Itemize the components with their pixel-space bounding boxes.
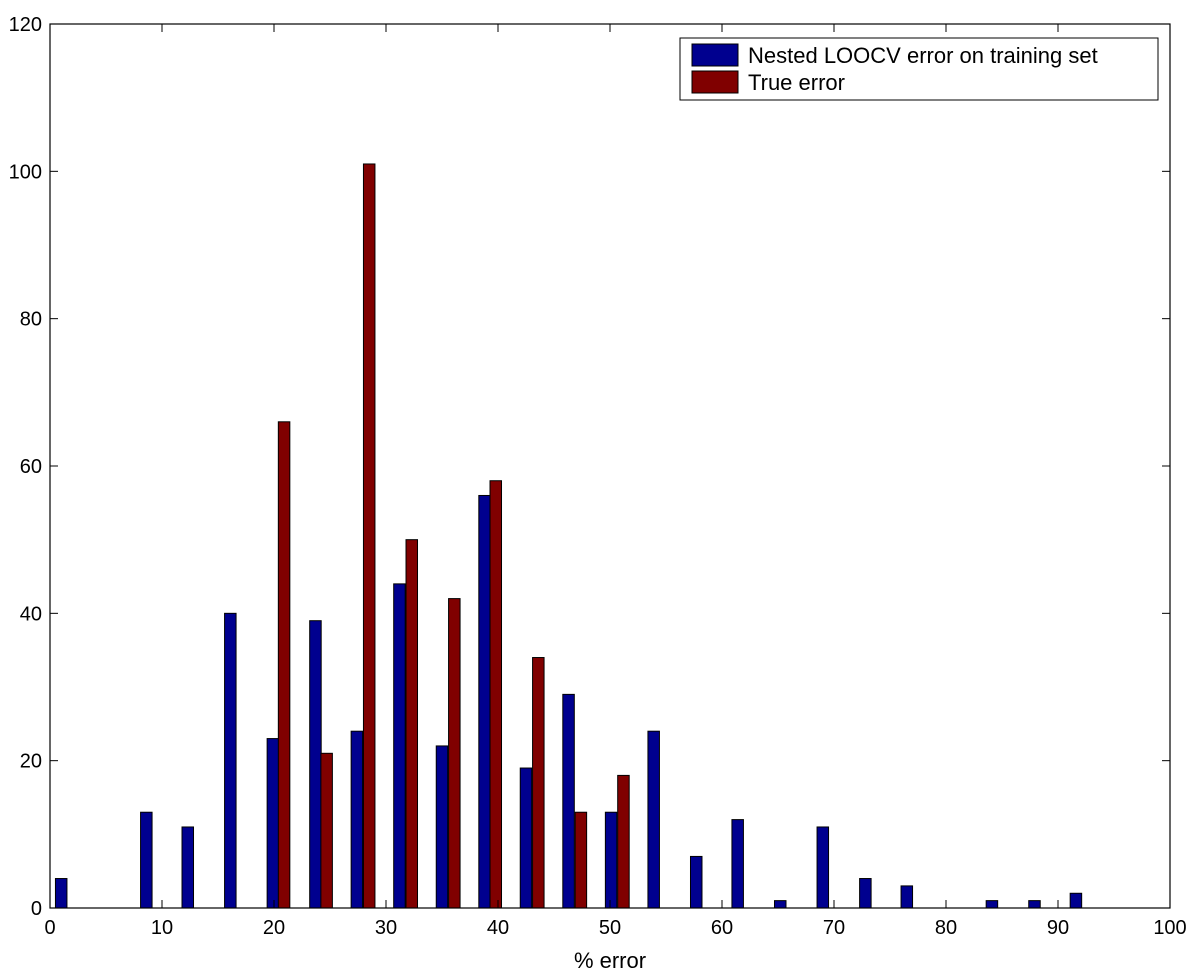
x-tick-label-1: 10 [151,917,173,939]
bar-series-1-2 [362,163,376,909]
bar-series-1-3 [405,539,419,909]
y-tick-label-4: 80 [20,309,42,331]
bar-series-0-5 [266,738,280,909]
y-tick-label-5: 100 [9,161,42,183]
bar-series-0-2 [140,811,153,909]
bar-series-1-0 [277,421,291,909]
bars-layer [54,163,1083,909]
x-tick-label-10: 100 [1153,917,1186,939]
x-tick-label-7: 70 [823,917,845,939]
y-tick-label-1: 20 [20,751,42,773]
y-tick-label-2: 40 [20,603,42,625]
bar-series-0-14 [647,730,660,909]
bar-series-0-8 [393,583,406,909]
bar-series-0-9 [435,745,449,909]
bar-series-1-4 [448,598,461,909]
bar-series-0-11 [519,767,533,909]
bar-series-0-18 [816,826,830,909]
bar-series-1-8 [617,774,630,909]
bar-series-0-6 [309,620,322,909]
y-tick-label-0: 0 [31,898,42,920]
bar-series-0-24 [1069,892,1083,909]
legend: Nested LOOCV error on training set True … [679,37,1159,101]
x-tick-label-4: 40 [487,917,509,939]
bar-series-0-12 [562,693,575,909]
bar-series-1-5 [489,480,503,909]
legend-box [679,37,1159,101]
bar-series-0-4 [224,612,237,909]
x-tick-label-8: 80 [935,917,957,939]
y-tick-label-3: 60 [20,456,42,478]
legend-label-nested-loocv: Nested LOOCV error on training set [748,43,1098,68]
bar-series-0-17 [773,900,787,909]
bar-series-0-10 [478,494,491,909]
x-tick-label-2: 20 [263,917,285,939]
bar-series-0-22 [985,900,999,909]
bar-series-1-1 [320,752,333,909]
x-tick-label-0: 0 [44,917,55,939]
bar-series-0-0 [54,878,68,909]
bar-series-0-7 [350,730,364,909]
bar-series-0-23 [1028,900,1041,909]
bar-series-0-16 [731,819,744,909]
bar-series-0-15 [689,855,703,909]
x-tick-label-6: 60 [711,917,733,939]
x-tick-label-3: 30 [375,917,397,939]
bar-series-1-6 [532,657,545,909]
bar-series-0-13 [604,811,618,909]
legend-swatch-true-error [691,70,739,94]
bar-series-0-19 [859,878,872,909]
legend-label-true-error: True error [748,70,845,95]
x-tick-label-9: 90 [1047,917,1069,939]
bar-series-0-20 [900,885,914,909]
plot-frame [49,23,1171,909]
x-tick-label-5: 50 [599,917,621,939]
x-axis-title: % error [574,948,646,973]
bar-series-0-3 [181,826,195,909]
ticks-layer: 0 10 20 30 40 50 60 70 80 90 100 0 20 40 60 80 100 120 [9,14,1187,939]
y-tick-label-6: 120 [9,14,42,36]
legend-swatch-nested-loocv [691,43,739,67]
bar-series-1-7 [574,811,588,909]
